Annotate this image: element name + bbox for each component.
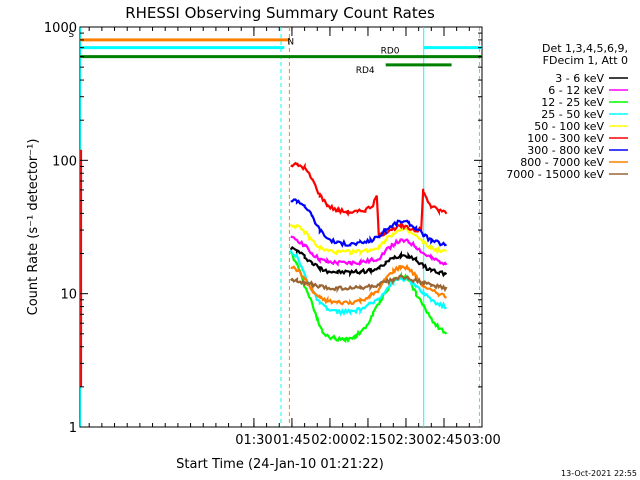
legend-label-8: 7000 - 15000 keV: [506, 168, 604, 181]
series-line-8: [290, 274, 448, 294]
y-tick-label-0: 1: [69, 421, 77, 436]
y-tick-label-2: 100: [52, 154, 77, 169]
series-line-4: [289, 223, 448, 258]
series-line-1: [290, 235, 448, 267]
indicator-label-rd0: RD0: [381, 47, 400, 57]
x-tick-label-5: 02:45: [425, 433, 462, 448]
x-tick-label-6: 03:00: [463, 433, 500, 448]
indicator-label-s: S: [68, 30, 74, 40]
series-line-6: [290, 198, 447, 248]
series-line-0: [289, 245, 448, 278]
axes: 1 10 100 1000 01:30 01:45 02:00 02:15 02:30 02:45…: [44, 21, 501, 448]
series-line-2: [289, 251, 448, 344]
legend-header-1: FDecim 1, Att 0: [543, 54, 628, 67]
indicator-label-rd4: RD4: [356, 66, 375, 76]
x-tick-label-2: 02:00: [311, 433, 348, 448]
x-axis-label: Start Time (24-Jan-10 01:21:22): [176, 457, 384, 472]
indicator-label-n: N: [287, 38, 294, 48]
x-tick-label-1: 01:45: [273, 433, 310, 448]
series-line-5: [290, 161, 448, 239]
legend: Det 1,3,4,5,6,9,FDecim 1, Att 0 3 - 6 keV…: [506, 42, 628, 181]
plot-marks: S N RD0 RD4: [68, 27, 482, 427]
y-tick-label-1: 10: [60, 288, 77, 303]
chart-title: RHESSI Observing Summary Count Rates: [125, 4, 435, 22]
x-tick-label-0: 01:30: [235, 433, 272, 448]
legend-label-3: 25 - 50 keV: [541, 108, 604, 121]
series-line-3: [289, 249, 447, 317]
timestamp: 13-Oct-2021 22:55: [561, 469, 637, 478]
y-axis-label: Count Rate (s⁻¹ detector⁻¹): [26, 139, 41, 316]
legend-label-1: 6 - 12 keV: [548, 84, 604, 97]
legend-label-0: 3 - 6 keV: [555, 72, 604, 85]
legend-label-5: 100 - 300 keV: [527, 132, 604, 145]
legend-label-6: 300 - 800 keV: [527, 144, 604, 157]
y-tick-label-3: 1000: [44, 21, 77, 36]
x-tick-label-4: 02:30: [387, 433, 424, 448]
legend-label-7: 800 - 7000 keV: [520, 156, 604, 169]
legend-label-2: 12 - 25 keV: [541, 96, 604, 109]
legend-header-0: Det 1,3,4,5,6,9,: [542, 42, 628, 55]
x-tick-label-3: 02:15: [349, 433, 386, 448]
legend-label-4: 50 - 100 keV: [534, 120, 604, 133]
